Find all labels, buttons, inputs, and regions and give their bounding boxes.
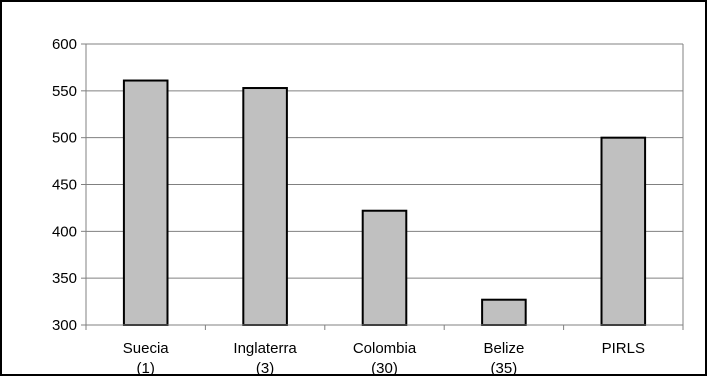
x-category-label: PIRLS: [602, 340, 645, 357]
bars: [122, 79, 647, 326]
y-tick-label: 400: [52, 223, 77, 240]
x-category-rank: (35): [491, 360, 518, 376]
x-category-label: Suecia: [123, 340, 170, 357]
bar-suecia: [122, 79, 169, 326]
bar-colombia: [361, 209, 408, 326]
labels: 300 350 400 450 500 550 600 Suecia (1) Inglaterra…: [52, 36, 645, 376]
x-category-rank: (3): [256, 360, 274, 376]
axes: [81, 43, 684, 330]
y-tick-label: 550: [52, 83, 77, 100]
y-tick-label: 500: [52, 130, 77, 147]
x-category-rank: (1): [137, 360, 155, 376]
y-tick-label: 350: [52, 270, 77, 287]
bar-belize: [481, 298, 527, 326]
x-category-label: Inglaterra: [233, 340, 297, 357]
y-tick-label: 300: [52, 317, 77, 334]
x-category-label: Colombia: [353, 340, 417, 357]
bar-inglaterra: [242, 87, 288, 326]
x-category-label: Belize: [483, 340, 524, 357]
y-tick-label: 450: [52, 177, 77, 194]
y-tick-label: 600: [52, 36, 77, 53]
bar-pirls: [600, 136, 647, 326]
x-category-rank: (30): [371, 360, 398, 376]
